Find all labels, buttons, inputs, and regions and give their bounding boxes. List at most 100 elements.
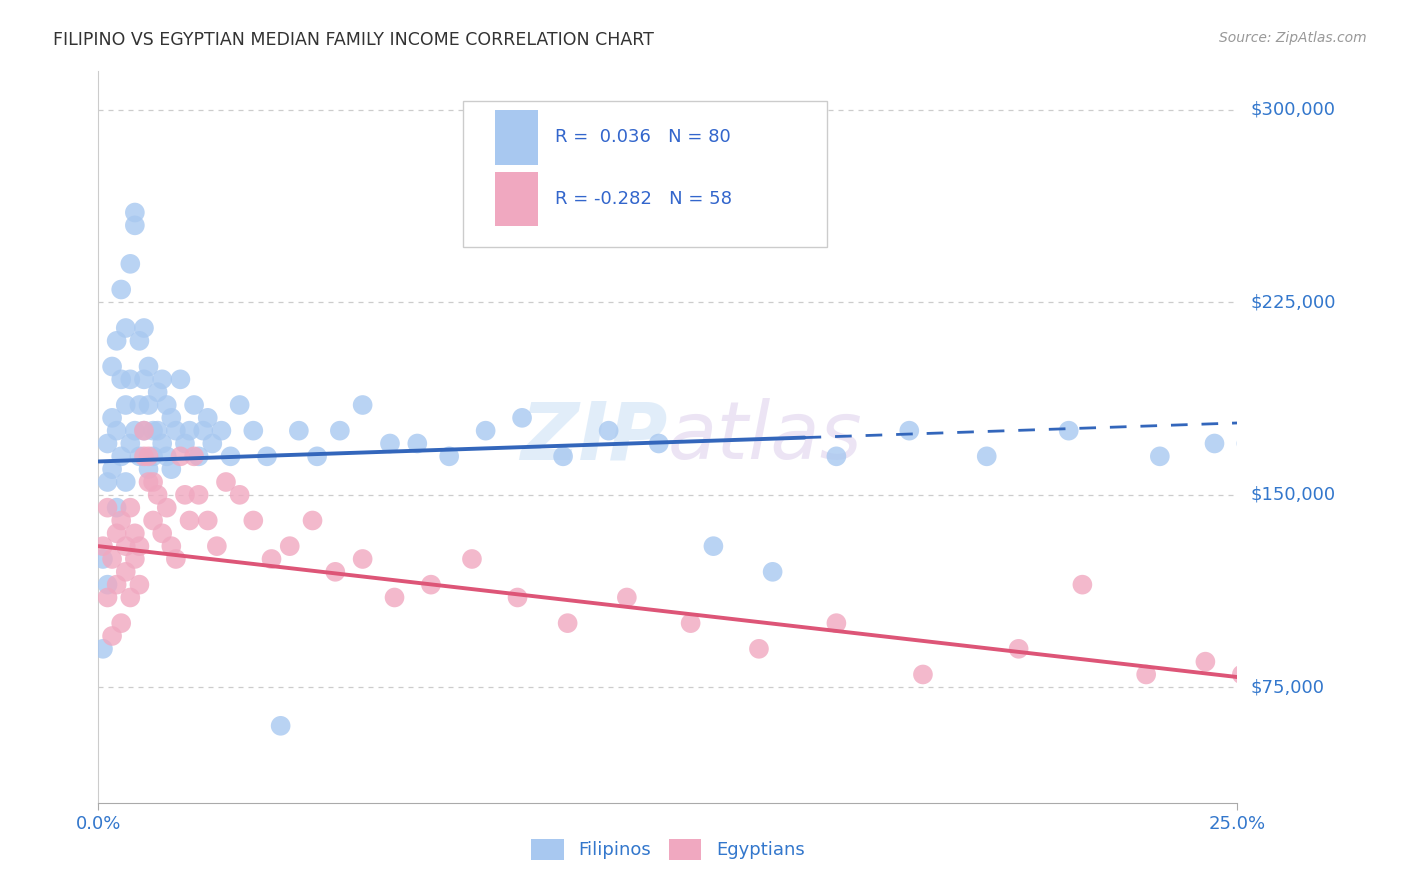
Point [91, 552, 114, 566]
Point [329, 424, 352, 438]
Point [616, 591, 638, 605]
Point [101, 629, 124, 643]
Point [124, 205, 146, 219]
Point [1281, 450, 1303, 464]
Point [132, 450, 155, 464]
Point [138, 359, 160, 374]
Point [1057, 424, 1080, 438]
Point [120, 372, 142, 386]
Point [124, 219, 146, 233]
Point [142, 475, 165, 489]
Point [1135, 667, 1157, 681]
Point [228, 398, 250, 412]
Point [114, 475, 136, 489]
Point [551, 450, 574, 464]
Point [352, 398, 374, 412]
Point [110, 450, 132, 464]
Point [128, 334, 150, 348]
Point [187, 450, 209, 464]
Point [242, 424, 264, 438]
Point [156, 500, 179, 515]
Point [105, 334, 128, 348]
Point [156, 398, 179, 412]
Point [256, 450, 278, 464]
Point [183, 398, 205, 412]
Point [1204, 436, 1226, 450]
Point [132, 424, 155, 438]
Point [762, 565, 785, 579]
Point [437, 450, 460, 464]
Point [898, 424, 921, 438]
FancyBboxPatch shape [495, 110, 538, 164]
Point [146, 488, 169, 502]
Point [474, 424, 496, 438]
Point [124, 526, 146, 541]
Point [105, 424, 128, 438]
Point [105, 577, 128, 591]
Point [169, 372, 191, 386]
Point [215, 475, 238, 489]
Point [197, 514, 219, 528]
Point [120, 591, 142, 605]
Point [193, 424, 215, 438]
Point [96, 475, 118, 489]
Point [1230, 667, 1253, 681]
Point [510, 410, 533, 425]
Point [384, 591, 406, 605]
Point [110, 283, 132, 297]
Point [150, 372, 173, 386]
Point [242, 514, 264, 528]
Point [124, 552, 146, 566]
Point [301, 514, 323, 528]
Point [114, 398, 136, 412]
FancyBboxPatch shape [463, 101, 827, 247]
Point [101, 359, 124, 374]
Point [128, 539, 150, 553]
Point [96, 500, 118, 515]
Point [91, 641, 114, 656]
Point [132, 321, 155, 335]
Point [165, 552, 187, 566]
Point [278, 539, 301, 553]
Point [128, 577, 150, 591]
Point [132, 372, 155, 386]
Text: FILIPINO VS EGYPTIAN MEDIAN FAMILY INCOME CORRELATION CHART: FILIPINO VS EGYPTIAN MEDIAN FAMILY INCOM… [53, 31, 654, 49]
Point [825, 616, 848, 631]
Point [323, 565, 346, 579]
Point [101, 410, 124, 425]
Point [96, 436, 118, 450]
Text: $150,000: $150,000 [1251, 486, 1336, 504]
Point [110, 616, 132, 631]
Point [179, 514, 201, 528]
Point [142, 424, 165, 438]
Point [183, 450, 205, 464]
Point [174, 436, 197, 450]
Point [197, 410, 219, 425]
Point [124, 424, 146, 438]
Point [1071, 577, 1094, 591]
Point [146, 424, 169, 438]
Point [138, 462, 160, 476]
Text: atlas: atlas [668, 398, 863, 476]
Point [420, 577, 443, 591]
Point [1007, 641, 1029, 656]
Text: $75,000: $75,000 [1251, 678, 1324, 697]
Point [598, 424, 620, 438]
Point [976, 450, 998, 464]
Point [187, 488, 209, 502]
Point [138, 398, 160, 412]
Point [160, 462, 183, 476]
Point [91, 539, 114, 553]
Point [679, 616, 702, 631]
Point [110, 514, 132, 528]
FancyBboxPatch shape [495, 171, 538, 227]
Point [165, 424, 187, 438]
Point [406, 436, 429, 450]
Point [260, 552, 283, 566]
Point [120, 436, 142, 450]
Point [557, 616, 579, 631]
Point [128, 450, 150, 464]
Point [825, 450, 848, 464]
Point [114, 565, 136, 579]
Point [270, 719, 292, 733]
